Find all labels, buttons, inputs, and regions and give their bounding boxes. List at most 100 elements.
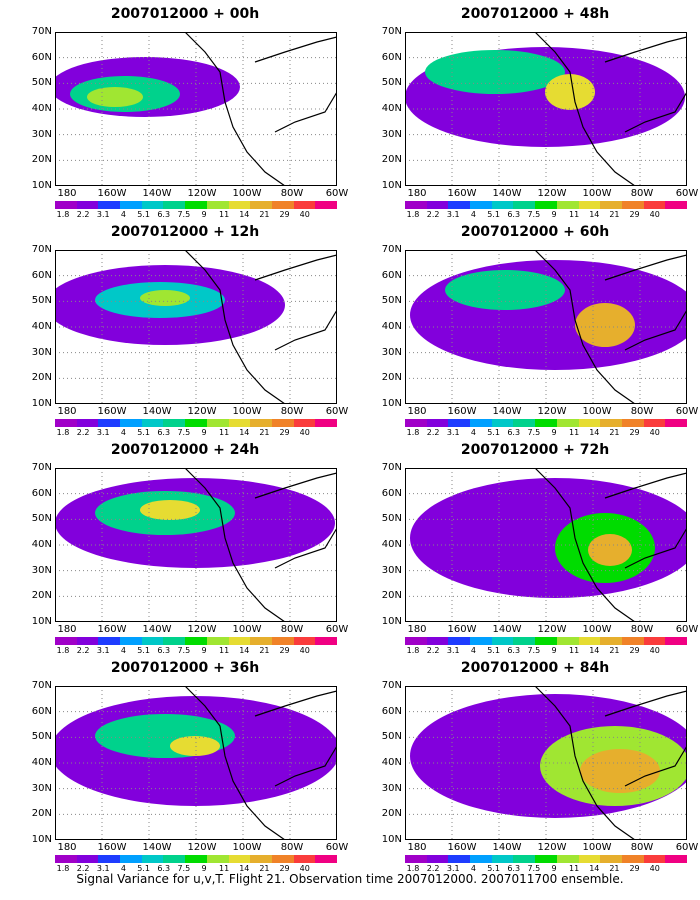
color-level-label: 6.3 — [157, 864, 171, 873]
color-level-label: 9 — [551, 428, 557, 437]
color-swatch — [250, 419, 272, 427]
color-swatch — [513, 637, 536, 645]
color-level-label: 14 — [589, 864, 600, 873]
color-swatch — [426, 419, 449, 427]
color-swatch — [141, 201, 164, 209]
color-swatch — [141, 637, 164, 645]
lon-tick-label: 140W — [142, 188, 172, 199]
lon-tick-label: 100W — [582, 842, 612, 853]
lon-tick-label: 180 — [57, 406, 77, 417]
lon-tick-label: 80W — [630, 842, 654, 853]
color-level-label: 40 — [649, 646, 660, 655]
color-level-label: 2.2 — [426, 428, 440, 437]
lon-tick-label: 160W — [447, 406, 477, 417]
color-swatch — [621, 419, 644, 427]
lon-tick-label: 80W — [280, 188, 304, 199]
color-swatch — [621, 855, 644, 863]
color-swatch — [470, 637, 492, 645]
variance-contour — [140, 500, 200, 520]
color-level-label: 2.2 — [426, 646, 440, 655]
color-swatch — [206, 419, 229, 427]
color-swatch — [141, 855, 164, 863]
color-level-label: 7.5 — [527, 646, 541, 655]
variance-contour — [445, 270, 565, 310]
color-level-label: 3.1 — [446, 428, 460, 437]
lat-tick-label: 40N — [31, 321, 52, 332]
color-scale-bar — [55, 419, 337, 427]
variance-map — [55, 32, 337, 186]
color-swatch — [578, 637, 601, 645]
lat-tick-label: 70N — [381, 462, 402, 473]
lon-tick-label: 60W — [325, 188, 349, 199]
color-level-label: 3.1 — [96, 864, 110, 873]
lon-tick-label: 180 — [407, 624, 427, 635]
lat-tick-label: 20N — [31, 590, 52, 602]
map-frame — [55, 32, 337, 186]
color-swatch — [600, 637, 622, 645]
color-level-label: 6.3 — [507, 864, 521, 873]
lat-tick-label: 10N — [31, 834, 52, 845]
color-level-label: 21 — [609, 210, 620, 219]
color-swatch — [643, 419, 666, 427]
lon-tick-label: 60W — [675, 624, 699, 635]
lon-tick-label: 100W — [232, 624, 262, 635]
color-level-label: 29 — [279, 210, 290, 219]
color-swatch — [448, 637, 471, 645]
variance-map — [405, 686, 687, 840]
color-level-label: 5.1 — [137, 864, 150, 873]
color-level-label: 5.1 — [137, 428, 150, 437]
map-frame — [405, 250, 687, 404]
color-swatch — [120, 201, 142, 209]
lon-tick-label: 160W — [447, 624, 477, 635]
color-swatch — [76, 419, 99, 427]
color-swatch — [55, 201, 77, 209]
color-level-label: 11 — [219, 864, 230, 873]
variance-map — [405, 32, 687, 186]
color-swatch — [206, 201, 229, 209]
lon-tick-label: 140W — [492, 842, 522, 853]
lat-tick-label: 30N — [381, 564, 402, 576]
variance-map — [55, 468, 337, 622]
lon-tick-label: 120W — [187, 842, 217, 853]
color-swatch — [643, 637, 666, 645]
color-swatch — [535, 855, 557, 863]
color-level-label: 21 — [609, 646, 620, 655]
lat-tick-label: 60N — [381, 705, 402, 717]
color-level-label: 14 — [239, 646, 250, 655]
panel-title: 2007012000 + 72h — [460, 442, 610, 458]
color-level-label: 29 — [279, 428, 290, 437]
color-level-label: 1.8 — [406, 210, 420, 219]
lon-tick-label: 60W — [325, 624, 349, 635]
color-swatch — [55, 637, 77, 645]
lon-tick-label: 100W — [232, 406, 262, 417]
color-swatch — [98, 637, 121, 645]
color-level-label: 21 — [259, 428, 270, 437]
color-swatch — [315, 419, 337, 427]
color-level-label: 21 — [609, 428, 620, 437]
color-scale-bar — [55, 637, 337, 645]
color-swatch — [271, 419, 294, 427]
panel-title: 2007012000 + 36h — [110, 660, 260, 676]
color-scale-bar — [55, 201, 337, 209]
coastline — [184, 32, 337, 186]
color-swatch — [405, 201, 427, 209]
coastline — [534, 686, 687, 840]
lat-tick-label: 10N — [381, 398, 402, 409]
color-level-label: 9 — [551, 646, 557, 655]
lat-tick-label: 10N — [381, 616, 402, 627]
color-swatch — [535, 637, 557, 645]
color-swatch — [665, 419, 687, 427]
coastline — [184, 250, 337, 404]
lon-tick-label: 140W — [142, 624, 172, 635]
color-swatch — [206, 637, 229, 645]
color-scale-bar — [405, 201, 687, 209]
color-swatch — [293, 637, 316, 645]
lon-tick-label: 180 — [57, 624, 77, 635]
lat-tick-label: 40N — [381, 757, 402, 768]
color-swatch — [665, 855, 687, 863]
lon-tick-label: 80W — [280, 842, 304, 853]
lat-tick-label: 60N — [381, 269, 402, 281]
lon-tick-label: 80W — [630, 188, 654, 199]
lat-tick-label: 40N — [31, 539, 52, 550]
color-level-label: 9 — [551, 864, 557, 873]
